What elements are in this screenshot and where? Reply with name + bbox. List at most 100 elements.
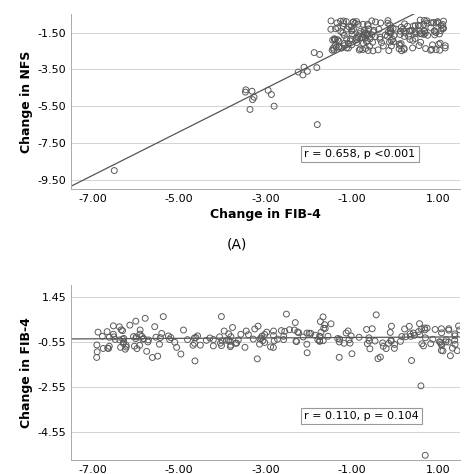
Point (340, 339, 348, 347)
Point (241, 344, 249, 351)
Y-axis label: Change in NFS: Change in NFS (20, 50, 33, 153)
Point (363, 31, 370, 39)
Point (428, 46, 436, 53)
Point (423, 19, 431, 27)
Point (332, 44, 340, 51)
Point (122, 341, 130, 349)
Point (442, 338, 450, 346)
Point (431, 326, 439, 333)
Point (391, 341, 399, 348)
Point (270, 337, 278, 345)
Point (227, 341, 235, 349)
Point (242, 88, 249, 96)
Point (257, 334, 265, 342)
Point (339, 22, 347, 30)
Point (303, 349, 311, 356)
Point (336, 43, 343, 51)
Point (411, 28, 419, 36)
Point (117, 344, 124, 351)
Point (229, 324, 237, 331)
X-axis label: Change in FIB-4: Change in FIB-4 (210, 208, 321, 221)
Point (345, 23, 353, 31)
Point (395, 40, 403, 48)
Point (415, 42, 423, 49)
Point (105, 345, 112, 352)
Point (136, 330, 144, 338)
Point (386, 21, 393, 28)
Point (317, 333, 324, 340)
Point (300, 333, 307, 341)
Point (345, 336, 353, 344)
Point (401, 33, 408, 40)
Point (427, 46, 434, 54)
Point (365, 47, 372, 55)
Point (386, 29, 394, 36)
Point (428, 19, 435, 27)
Point (352, 35, 360, 42)
Point (320, 324, 328, 332)
Point (421, 452, 429, 459)
Point (385, 339, 392, 347)
Point (303, 67, 311, 75)
Point (110, 167, 118, 174)
Point (294, 68, 302, 76)
Point (365, 25, 373, 33)
Point (410, 329, 417, 337)
Point (295, 329, 302, 337)
Point (217, 339, 224, 347)
Point (227, 333, 235, 340)
Text: r = 0.110, p = 0.104: r = 0.110, p = 0.104 (304, 411, 419, 421)
Point (374, 355, 382, 363)
Point (347, 35, 355, 43)
Point (310, 49, 318, 56)
Point (369, 28, 377, 36)
Point (93, 341, 100, 349)
Point (136, 342, 144, 349)
Point (343, 44, 350, 52)
Point (360, 31, 368, 38)
Point (441, 42, 449, 49)
Point (292, 337, 300, 345)
Point (122, 343, 130, 351)
Point (206, 334, 214, 342)
Point (412, 30, 419, 37)
Point (364, 30, 372, 37)
Point (385, 47, 392, 55)
Point (223, 337, 230, 344)
Point (334, 24, 342, 31)
Point (104, 345, 111, 352)
Point (337, 27, 345, 35)
Point (420, 17, 428, 24)
Point (340, 32, 348, 39)
Point (436, 338, 443, 346)
Point (116, 336, 124, 344)
Point (427, 340, 435, 347)
Point (384, 17, 392, 24)
Point (226, 337, 234, 345)
Point (335, 37, 343, 45)
Point (404, 22, 411, 30)
Point (119, 327, 127, 335)
Point (171, 338, 179, 346)
Point (333, 19, 341, 27)
Point (400, 27, 408, 35)
Point (405, 323, 413, 330)
Point (456, 326, 464, 334)
Point (371, 337, 379, 345)
Point (395, 45, 403, 53)
Point (347, 23, 355, 30)
Point (388, 42, 395, 50)
Point (314, 336, 322, 344)
Point (421, 27, 428, 34)
Point (261, 338, 269, 346)
Point (154, 352, 162, 360)
Point (415, 328, 422, 335)
Point (143, 347, 150, 355)
Point (386, 328, 394, 336)
Point (194, 332, 201, 340)
Point (356, 334, 363, 341)
Point (148, 354, 156, 361)
Point (409, 36, 417, 44)
Point (256, 335, 264, 343)
Point (191, 357, 199, 365)
